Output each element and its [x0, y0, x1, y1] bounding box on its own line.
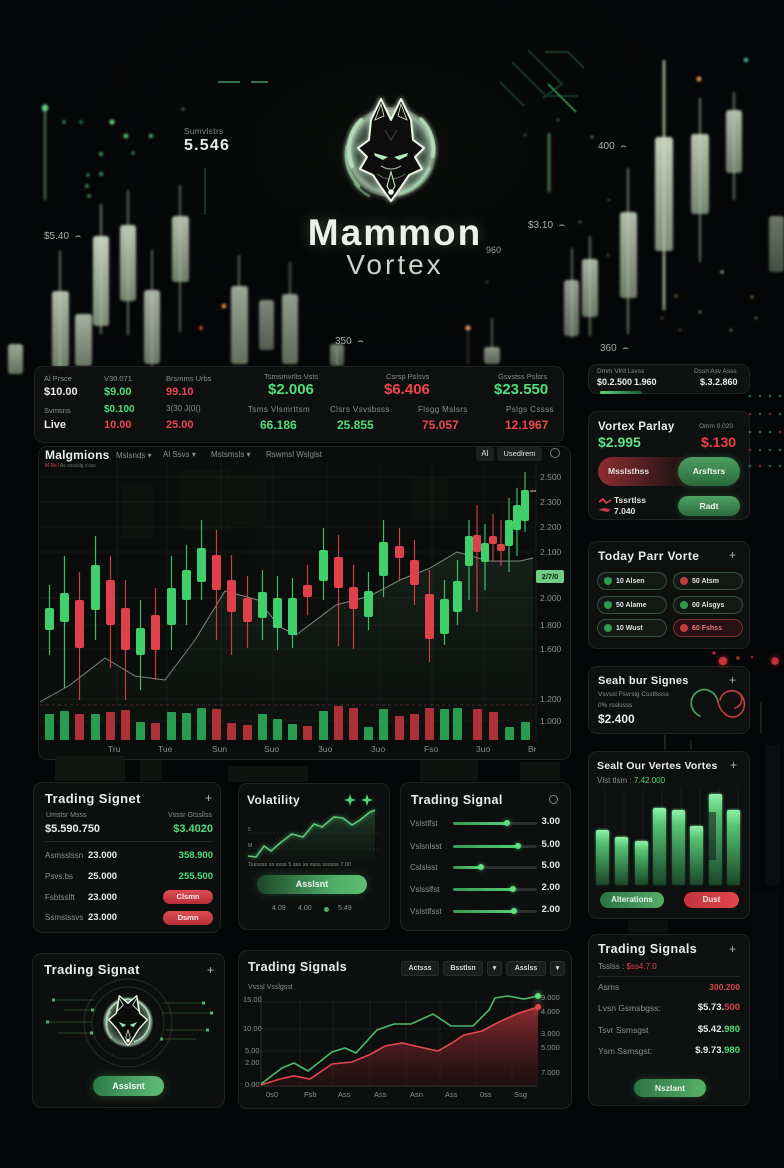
svg-text:5: 5: [248, 827, 251, 833]
svg-text:M: M: [248, 843, 252, 849]
